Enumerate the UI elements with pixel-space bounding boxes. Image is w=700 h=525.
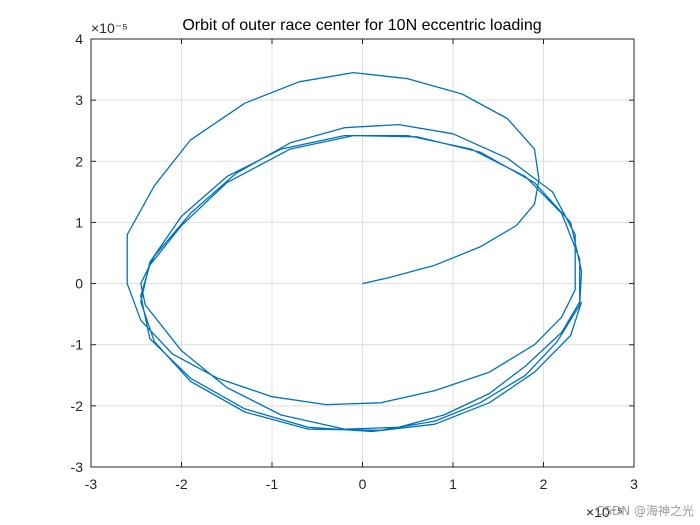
orbit-series-line xyxy=(126,71,583,433)
x-tick-label: 0 xyxy=(359,476,367,492)
watermark: CSDN @海神之光 xyxy=(596,503,694,518)
series-layer xyxy=(126,71,583,433)
y-tick-label: 2 xyxy=(75,153,83,169)
y-tick-label: 3 xyxy=(75,92,83,108)
chart-title: Orbit of outer race center for 10N eccen… xyxy=(182,17,541,34)
x-scale-exponent: ×10⁻⁵ xyxy=(586,504,623,520)
y-tick-label: 0 xyxy=(75,276,83,292)
x-tick-label: 2 xyxy=(540,476,548,492)
y-scale-exponent: ×10⁻⁵ xyxy=(91,20,128,36)
tick-marks xyxy=(90,38,635,468)
y-tick-label: -3 xyxy=(71,459,84,475)
x-tick-label: -1 xyxy=(266,476,279,492)
y-tick-label: -1 xyxy=(71,337,84,353)
x-tick-label: 1 xyxy=(449,476,457,492)
y-tick-label: -2 xyxy=(71,398,84,414)
x-tick-label: -3 xyxy=(85,476,98,492)
y-tick-label: 1 xyxy=(75,214,83,230)
y-tick-label: 4 xyxy=(75,31,83,47)
tick-labels: -3 -2 -1 0 1 2 3 -3 -2 -1 0 1 2 3 4 xyxy=(71,31,639,492)
x-tick-label: -2 xyxy=(175,476,188,492)
x-tick-label: 3 xyxy=(630,476,638,492)
